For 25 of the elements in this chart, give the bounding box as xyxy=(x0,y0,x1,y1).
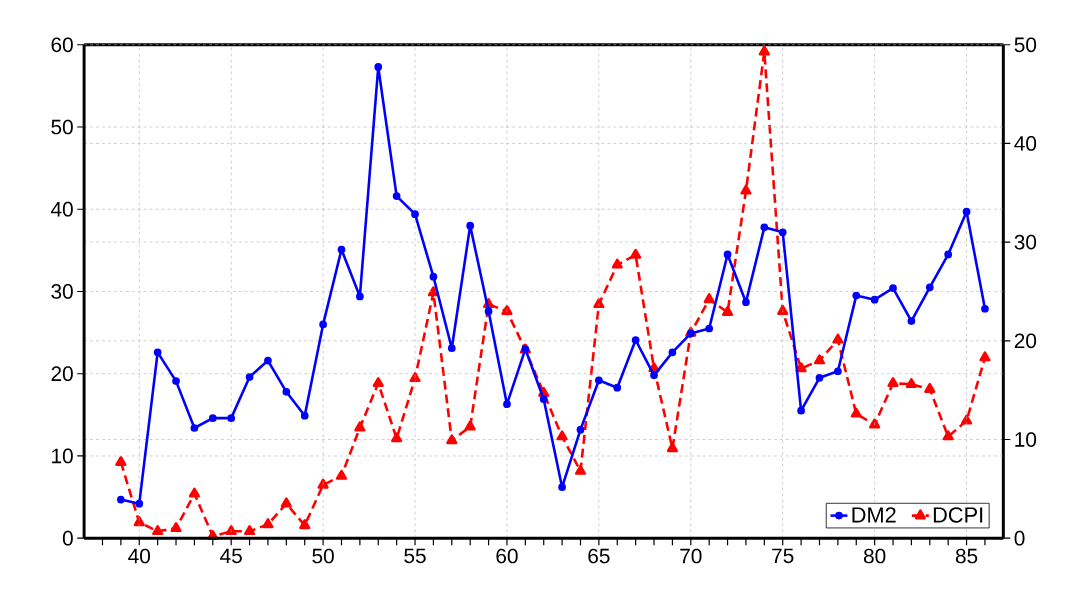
y2-tick-label: 20 xyxy=(1014,333,1037,349)
x-tick-label: 40 xyxy=(128,548,151,564)
x-tick-label: 65 xyxy=(588,548,610,564)
y-tick-label: 0 xyxy=(62,530,73,546)
x-tick-label: 80 xyxy=(863,548,886,564)
y2-tick-label: 30 xyxy=(1014,234,1037,250)
y-tick-label: 50 xyxy=(51,119,73,135)
x-tick-label: 45 xyxy=(220,548,242,564)
x-tick-label: 85 xyxy=(955,548,978,564)
y-tick-label: 40 xyxy=(51,201,73,217)
y-tick-label: 10 xyxy=(52,448,73,464)
x-tick-label: 55 xyxy=(404,548,426,564)
y2-tick-label: 50 xyxy=(1014,37,1037,53)
x-tick-label: 50 xyxy=(312,548,334,564)
x-tick-label: 70 xyxy=(680,548,702,564)
legend-label: DCPI xyxy=(933,507,983,523)
x-tick-label: 60 xyxy=(496,548,518,564)
y-tick-label: 30 xyxy=(51,284,73,299)
y-tick-label: 20 xyxy=(51,366,73,382)
x-tick-label: 75 xyxy=(772,548,794,564)
y2-tick-label: 0 xyxy=(1014,530,1025,546)
y2-tick-label: 10 xyxy=(1015,432,1037,447)
y-tick-label: 60 xyxy=(51,37,73,53)
y2-tick-label: 40 xyxy=(1014,136,1037,151)
legend-label: DM2 xyxy=(852,507,896,523)
